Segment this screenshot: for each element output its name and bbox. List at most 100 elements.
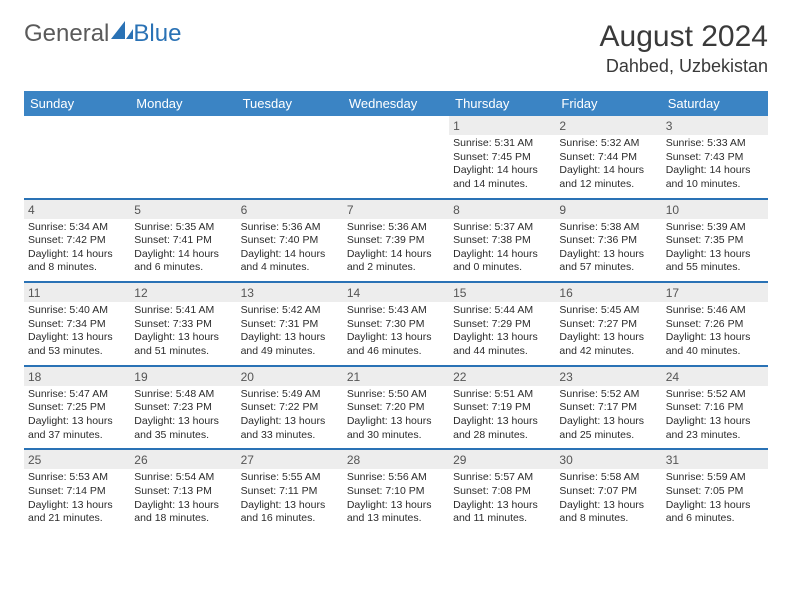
daylight-line: Daylight: 14 hours and 12 minutes.	[559, 164, 657, 191]
calendar-day-cell: 25Sunrise: 5:53 AMSunset: 7:14 PMDayligh…	[24, 449, 130, 532]
calendar-week-row: 18Sunrise: 5:47 AMSunset: 7:25 PMDayligh…	[24, 366, 768, 450]
day-number: 19	[130, 367, 236, 386]
day-number: 18	[24, 367, 130, 386]
day-number: 23	[555, 367, 661, 386]
daylight-line: Daylight: 13 hours and 6 minutes.	[666, 499, 764, 526]
day-content: Sunrise: 5:48 AMSunset: 7:23 PMDaylight:…	[130, 386, 236, 449]
brand-sail-icon	[111, 18, 133, 46]
sunset-line: Sunset: 7:17 PM	[559, 401, 657, 415]
day-number: 27	[237, 450, 343, 469]
sunset-line: Sunset: 7:26 PM	[666, 318, 764, 332]
calendar-day-cell: 11Sunrise: 5:40 AMSunset: 7:34 PMDayligh…	[24, 282, 130, 366]
day-number: 24	[662, 367, 768, 386]
day-content: Sunrise: 5:56 AMSunset: 7:10 PMDaylight:…	[343, 469, 449, 532]
day-content: Sunrise: 5:52 AMSunset: 7:16 PMDaylight:…	[662, 386, 768, 449]
day-number: 5	[130, 200, 236, 219]
day-number: 11	[24, 283, 130, 302]
sunset-line: Sunset: 7:14 PM	[28, 485, 126, 499]
day-content: Sunrise: 5:46 AMSunset: 7:26 PMDaylight:…	[662, 302, 768, 365]
calendar-day-cell	[343, 116, 449, 199]
day-content: Sunrise: 5:40 AMSunset: 7:34 PMDaylight:…	[24, 302, 130, 365]
calendar-week-row: 11Sunrise: 5:40 AMSunset: 7:34 PMDayligh…	[24, 282, 768, 366]
day-content: Sunrise: 5:53 AMSunset: 7:14 PMDaylight:…	[24, 469, 130, 532]
weekday-header: Friday	[555, 91, 661, 116]
daylight-line: Daylight: 13 hours and 25 minutes.	[559, 415, 657, 442]
calendar-day-cell: 15Sunrise: 5:44 AMSunset: 7:29 PMDayligh…	[449, 282, 555, 366]
day-content: Sunrise: 5:59 AMSunset: 7:05 PMDaylight:…	[662, 469, 768, 532]
sunset-line: Sunset: 7:11 PM	[241, 485, 339, 499]
calendar-week-row: 1Sunrise: 5:31 AMSunset: 7:45 PMDaylight…	[24, 116, 768, 199]
sunrise-line: Sunrise: 5:58 AM	[559, 471, 657, 485]
day-number: 13	[237, 283, 343, 302]
sunrise-line: Sunrise: 5:31 AM	[453, 137, 551, 151]
day-number: 26	[130, 450, 236, 469]
sunrise-line: Sunrise: 5:51 AM	[453, 388, 551, 402]
daylight-line: Daylight: 13 hours and 13 minutes.	[347, 499, 445, 526]
daylight-line: Daylight: 13 hours and 21 minutes.	[28, 499, 126, 526]
sunrise-line: Sunrise: 5:43 AM	[347, 304, 445, 318]
day-content: Sunrise: 5:39 AMSunset: 7:35 PMDaylight:…	[662, 219, 768, 282]
calendar-day-cell: 5Sunrise: 5:35 AMSunset: 7:41 PMDaylight…	[130, 199, 236, 283]
daylight-line: Daylight: 13 hours and 11 minutes.	[453, 499, 551, 526]
day-content: Sunrise: 5:31 AMSunset: 7:45 PMDaylight:…	[449, 135, 555, 198]
daylight-line: Daylight: 13 hours and 46 minutes.	[347, 331, 445, 358]
daylight-line: Daylight: 13 hours and 33 minutes.	[241, 415, 339, 442]
day-content: Sunrise: 5:32 AMSunset: 7:44 PMDaylight:…	[555, 135, 661, 198]
sunset-line: Sunset: 7:41 PM	[134, 234, 232, 248]
daylight-line: Daylight: 13 hours and 8 minutes.	[559, 499, 657, 526]
sunset-line: Sunset: 7:30 PM	[347, 318, 445, 332]
daylight-line: Daylight: 14 hours and 14 minutes.	[453, 164, 551, 191]
sunset-line: Sunset: 7:10 PM	[347, 485, 445, 499]
sunrise-line: Sunrise: 5:44 AM	[453, 304, 551, 318]
daylight-line: Daylight: 14 hours and 8 minutes.	[28, 248, 126, 275]
day-content: Sunrise: 5:38 AMSunset: 7:36 PMDaylight:…	[555, 219, 661, 282]
sunrise-line: Sunrise: 5:59 AM	[666, 471, 764, 485]
weekday-header: Thursday	[449, 91, 555, 116]
calendar-day-cell: 9Sunrise: 5:38 AMSunset: 7:36 PMDaylight…	[555, 199, 661, 283]
calendar-day-cell: 31Sunrise: 5:59 AMSunset: 7:05 PMDayligh…	[662, 449, 768, 532]
calendar-day-cell	[130, 116, 236, 199]
sunrise-line: Sunrise: 5:50 AM	[347, 388, 445, 402]
day-number: 2	[555, 116, 661, 135]
calendar-day-cell: 8Sunrise: 5:37 AMSunset: 7:38 PMDaylight…	[449, 199, 555, 283]
page-header: General Blue August 2024 Dahbed, Uzbekis…	[24, 20, 768, 77]
daylight-line: Daylight: 14 hours and 6 minutes.	[134, 248, 232, 275]
daylight-line: Daylight: 13 hours and 37 minutes.	[28, 415, 126, 442]
calendar-day-cell: 26Sunrise: 5:54 AMSunset: 7:13 PMDayligh…	[130, 449, 236, 532]
sunrise-line: Sunrise: 5:41 AM	[134, 304, 232, 318]
day-content: Sunrise: 5:55 AMSunset: 7:11 PMDaylight:…	[237, 469, 343, 532]
sunrise-line: Sunrise: 5:52 AM	[666, 388, 764, 402]
calendar-day-cell: 1Sunrise: 5:31 AMSunset: 7:45 PMDaylight…	[449, 116, 555, 199]
calendar-day-cell	[24, 116, 130, 199]
day-number: 25	[24, 450, 130, 469]
day-number: 9	[555, 200, 661, 219]
sunset-line: Sunset: 7:43 PM	[666, 151, 764, 165]
day-number: 4	[24, 200, 130, 219]
daylight-line: Daylight: 13 hours and 28 minutes.	[453, 415, 551, 442]
day-content: Sunrise: 5:54 AMSunset: 7:13 PMDaylight:…	[130, 469, 236, 532]
daylight-line: Daylight: 14 hours and 0 minutes.	[453, 248, 551, 275]
calendar-week-row: 4Sunrise: 5:34 AMSunset: 7:42 PMDaylight…	[24, 199, 768, 283]
daylight-line: Daylight: 13 hours and 42 minutes.	[559, 331, 657, 358]
sunset-line: Sunset: 7:34 PM	[28, 318, 126, 332]
calendar-day-cell: 18Sunrise: 5:47 AMSunset: 7:25 PMDayligh…	[24, 366, 130, 450]
sunrise-line: Sunrise: 5:53 AM	[28, 471, 126, 485]
sunset-line: Sunset: 7:20 PM	[347, 401, 445, 415]
sunset-line: Sunset: 7:23 PM	[134, 401, 232, 415]
day-content: Sunrise: 5:35 AMSunset: 7:41 PMDaylight:…	[130, 219, 236, 282]
day-content: Sunrise: 5:45 AMSunset: 7:27 PMDaylight:…	[555, 302, 661, 365]
daylight-line: Daylight: 13 hours and 53 minutes.	[28, 331, 126, 358]
sunrise-line: Sunrise: 5:39 AM	[666, 221, 764, 235]
sunrise-line: Sunrise: 5:52 AM	[559, 388, 657, 402]
calendar-day-cell: 16Sunrise: 5:45 AMSunset: 7:27 PMDayligh…	[555, 282, 661, 366]
sunset-line: Sunset: 7:44 PM	[559, 151, 657, 165]
day-number: 28	[343, 450, 449, 469]
daylight-line: Daylight: 13 hours and 51 minutes.	[134, 331, 232, 358]
sunrise-line: Sunrise: 5:46 AM	[666, 304, 764, 318]
calendar-day-cell: 2Sunrise: 5:32 AMSunset: 7:44 PMDaylight…	[555, 116, 661, 199]
sunrise-line: Sunrise: 5:36 AM	[241, 221, 339, 235]
calendar-day-cell: 21Sunrise: 5:50 AMSunset: 7:20 PMDayligh…	[343, 366, 449, 450]
day-number: 31	[662, 450, 768, 469]
calendar-day-cell: 28Sunrise: 5:56 AMSunset: 7:10 PMDayligh…	[343, 449, 449, 532]
sunrise-line: Sunrise: 5:36 AM	[347, 221, 445, 235]
